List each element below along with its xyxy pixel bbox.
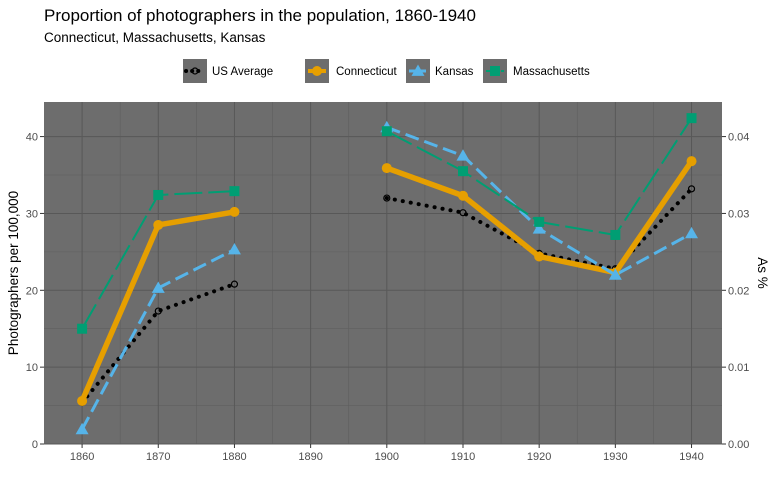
data-point-massachusetts — [77, 323, 88, 334]
y2-tick-label: 0.00 — [728, 439, 749, 451]
data-point-kansas — [151, 281, 165, 293]
data-point-us-average — [154, 307, 162, 315]
x-tick-label: 1860 — [70, 451, 94, 463]
data-point-connecticut — [457, 190, 468, 201]
chart-title: Proportion of photographers in the popul… — [44, 6, 476, 25]
y-tick-label: 40 — [26, 132, 38, 144]
data-point-us-average — [230, 280, 239, 288]
data-point-massachusetts — [686, 113, 697, 124]
data-point-massachusetts — [153, 189, 164, 200]
legend-marker-massachusetts — [490, 66, 500, 76]
series-layer — [75, 113, 699, 435]
legend-item-kansas: Kansas — [406, 59, 474, 83]
y2-tick-label: 0.04 — [728, 132, 749, 144]
legend-item-connecticut: Connecticut — [305, 59, 398, 83]
legend-label-connecticut: Connecticut — [336, 66, 398, 78]
legend-item-us-average: US Average — [183, 59, 273, 83]
data-point-connecticut — [534, 251, 545, 262]
legend-label-kansas: Kansas — [435, 66, 474, 78]
data-point-massachusetts — [610, 229, 621, 240]
data-point-connecticut — [686, 156, 697, 167]
x-tick-label: 1920 — [527, 451, 551, 463]
x-tick-label: 1940 — [679, 451, 703, 463]
legend-label-massachusetts: Massachusetts — [513, 66, 590, 78]
y-tick-label: 20 — [26, 285, 38, 297]
data-point-kansas — [75, 422, 89, 435]
x-tick-label: 1900 — [375, 451, 399, 463]
legend: US Average Connecticut Kansas Massachusetts — [183, 59, 590, 83]
x-tick-label: 1870 — [146, 451, 170, 463]
x-tick-label: 1880 — [222, 451, 246, 463]
secondary-y-axis-label: As % — [755, 257, 770, 289]
data-point-massachusetts — [381, 126, 392, 137]
data-point-connecticut — [153, 219, 164, 230]
data-point-us-average — [459, 209, 467, 217]
y2-tick-label: 0.02 — [728, 285, 749, 297]
y-tick-label: 30 — [26, 208, 38, 220]
series-line-us-average — [80, 282, 237, 405]
data-point-connecticut — [381, 163, 392, 174]
grid-lines — [44, 102, 722, 445]
legend-marker-connecticut — [312, 66, 322, 76]
x-tick-label: 1930 — [603, 451, 627, 463]
data-point-kansas — [456, 149, 470, 161]
data-point-kansas — [532, 222, 546, 234]
legend-label-us-average: US Average — [212, 66, 273, 78]
series-massachusetts — [77, 113, 697, 334]
data-point-connecticut — [77, 395, 88, 406]
data-point-massachusetts — [534, 216, 545, 227]
x-tick-label: 1910 — [451, 451, 475, 463]
legend-item-massachusetts: Massachusetts — [483, 59, 590, 83]
y2-tick-label: 0.01 — [728, 362, 749, 374]
y-tick-label: 0 — [32, 439, 38, 451]
data-point-massachusetts — [229, 186, 240, 197]
y-tick-label: 10 — [26, 362, 38, 374]
data-point-kansas — [227, 243, 241, 255]
y-axis-label: Photographers per 100,000 — [6, 191, 21, 355]
data-point-kansas — [608, 268, 622, 280]
data-point-kansas — [685, 226, 699, 239]
chart-subtitle: Connecticut, Massachusetts, Kansas — [44, 30, 266, 45]
data-point-us-average — [383, 194, 391, 202]
data-point-us-average — [687, 185, 696, 193]
data-point-massachusetts — [457, 166, 468, 177]
axes: 1860 1870 1880 1890 1900 1910 1920 1930 1940 0 10 2… — [26, 132, 750, 463]
data-point-connecticut — [229, 206, 240, 217]
legend-marker-us-average — [191, 67, 199, 75]
legend-marker-kansas — [411, 64, 425, 76]
y2-tick-label: 0.03 — [728, 208, 749, 220]
x-tick-label: 1890 — [298, 451, 322, 463]
series-connecticut — [77, 156, 697, 406]
